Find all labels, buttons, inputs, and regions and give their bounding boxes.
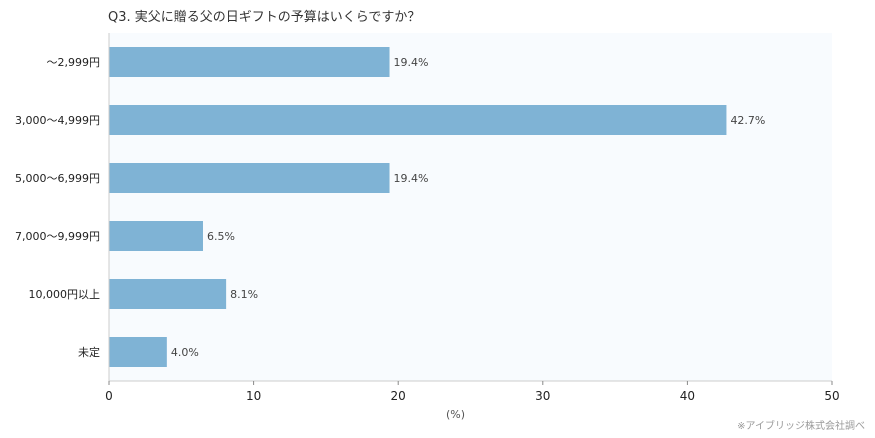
bar	[109, 221, 203, 251]
value-label: 6.5%	[207, 230, 235, 243]
value-label: 42.7%	[730, 114, 765, 127]
bars-group	[109, 47, 727, 367]
value-label: 4.0%	[171, 346, 199, 359]
category-labels: 〜2,999円 3,000〜4,999円 5,000〜6,999円 7,000〜9,9…	[15, 56, 100, 359]
bar	[109, 163, 390, 193]
value-labels: 19.4% 42.7% 19.4% 6.5% 8.1% 4.0%	[171, 56, 766, 359]
source-note: ※アイブリッジ株式会社調べ	[737, 421, 865, 432]
category-label: 7,000〜9,999円	[15, 230, 100, 243]
category-label: 未定	[78, 345, 100, 359]
bar	[109, 337, 167, 367]
bar	[109, 47, 390, 77]
chart-title: Q3. 実父に贈る父の日ギフトの予算はいくらですか？	[108, 10, 421, 25]
bar	[109, 105, 727, 135]
category-label: 3,000〜4,999円	[15, 114, 100, 127]
x-tick-label: 50	[824, 389, 839, 403]
category-label: 5,000〜6,999円	[15, 172, 100, 185]
value-label: 19.4%	[394, 172, 429, 185]
x-axis-title: (%)	[446, 408, 465, 421]
x-tick-label: 0	[105, 389, 113, 403]
x-tick-label: 40	[680, 389, 695, 403]
plot-background	[109, 33, 832, 381]
bar	[109, 279, 227, 309]
category-label: 10,000円以上	[29, 288, 101, 301]
value-label: 19.4%	[394, 56, 429, 69]
value-label: 8.1%	[230, 288, 258, 301]
x-tick-label: 20	[391, 389, 406, 403]
x-tick-label: 30	[535, 389, 550, 403]
category-label: 〜2,999円	[47, 56, 101, 69]
x-ticks: 0 10 20 30 40 50	[105, 381, 840, 403]
x-tick-label: 10	[246, 389, 261, 403]
